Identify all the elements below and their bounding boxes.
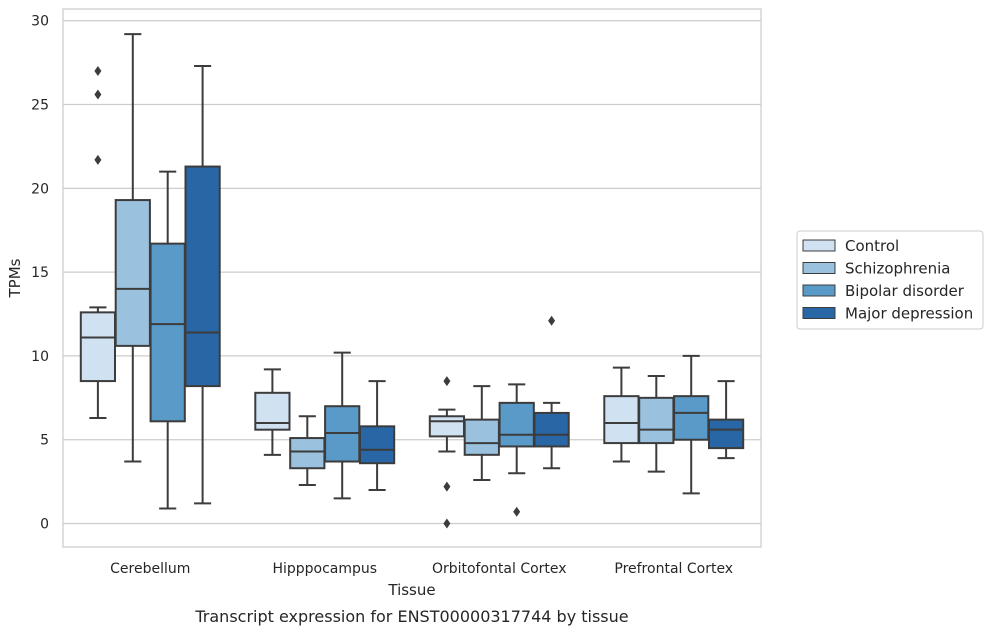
box: [533, 315, 570, 470]
y-tick-label: 5: [40, 433, 49, 449]
box: [184, 64, 221, 505]
outlier-point: [94, 89, 102, 100]
y-tick-label: 25: [31, 98, 49, 114]
outlier-point: [443, 376, 451, 387]
box: [673, 354, 710, 495]
box-body: [289, 437, 326, 470]
box-body: [463, 418, 500, 456]
y-axis-label: TPMs: [6, 258, 24, 298]
legend-swatch: [802, 262, 836, 274]
legend: Control Schizophrenia Bipolar disorder Majo…: [796, 230, 984, 330]
y-tick-label: 15: [31, 265, 49, 281]
legend-frame: [796, 230, 984, 330]
box: [149, 170, 186, 510]
box: [289, 415, 326, 486]
box-body: [254, 391, 291, 431]
x-tick-label: Hipppocampus: [272, 561, 377, 577]
box-groups: [79, 33, 745, 529]
box: [114, 33, 151, 463]
outlier-point: [443, 518, 451, 529]
outlier-point: [443, 481, 451, 492]
legend-label: Control: [845, 237, 899, 255]
box: [603, 366, 640, 463]
box-body: [707, 418, 745, 450]
outlier-point: [94, 154, 102, 165]
legend-label: Major depression: [845, 305, 973, 323]
box-body: [533, 411, 570, 448]
x-tick-label: Orbitofontal Cortex: [432, 561, 567, 577]
box: [324, 351, 361, 500]
box-body: [498, 401, 535, 448]
box-body: [603, 395, 640, 445]
y-tick-label: 20: [31, 181, 49, 197]
box-body: [638, 396, 675, 445]
box-body: [358, 425, 396, 465]
box: [254, 368, 291, 456]
x-tick-label: Cerebellum: [110, 561, 190, 577]
legend-swatch: [802, 239, 836, 252]
box-body: [149, 242, 186, 423]
box-body: [114, 199, 151, 347]
legend-label: Bipolar disorder: [845, 282, 965, 300]
box-body: [673, 395, 710, 441]
plot-frame: [62, 8, 762, 548]
box: [707, 380, 745, 460]
chart-caption: Transcript expression for ENST0000031774…: [194, 607, 628, 626]
box: [79, 66, 117, 419]
x-axis-label: Tissue: [387, 581, 435, 599]
outlier-point: [548, 315, 556, 326]
x-tick-label: Prefrontal Cortex: [614, 561, 733, 577]
box: [638, 375, 675, 473]
box: [428, 376, 466, 529]
legend-label: Schizophrenia: [845, 260, 950, 278]
outlier-point: [94, 66, 102, 77]
y-tick-label: 0: [40, 517, 49, 533]
y-tick-label: 10: [31, 349, 49, 365]
box: [498, 383, 535, 517]
y-axis-ticks: 0 5 10 15 20 25 30: [31, 14, 49, 533]
outlier-point: [513, 506, 521, 517]
box-body: [79, 311, 117, 383]
y-tick-label: 30: [31, 14, 49, 30]
legend-swatch: [802, 284, 836, 297]
box: [463, 385, 500, 481]
x-axis-ticks: Cerebellum Hipppocampus Orbitofontal Corte…: [110, 561, 733, 577]
box: [358, 380, 396, 492]
box-body: [184, 165, 221, 388]
legend-swatch: [802, 307, 836, 319]
box-body: [428, 415, 466, 438]
